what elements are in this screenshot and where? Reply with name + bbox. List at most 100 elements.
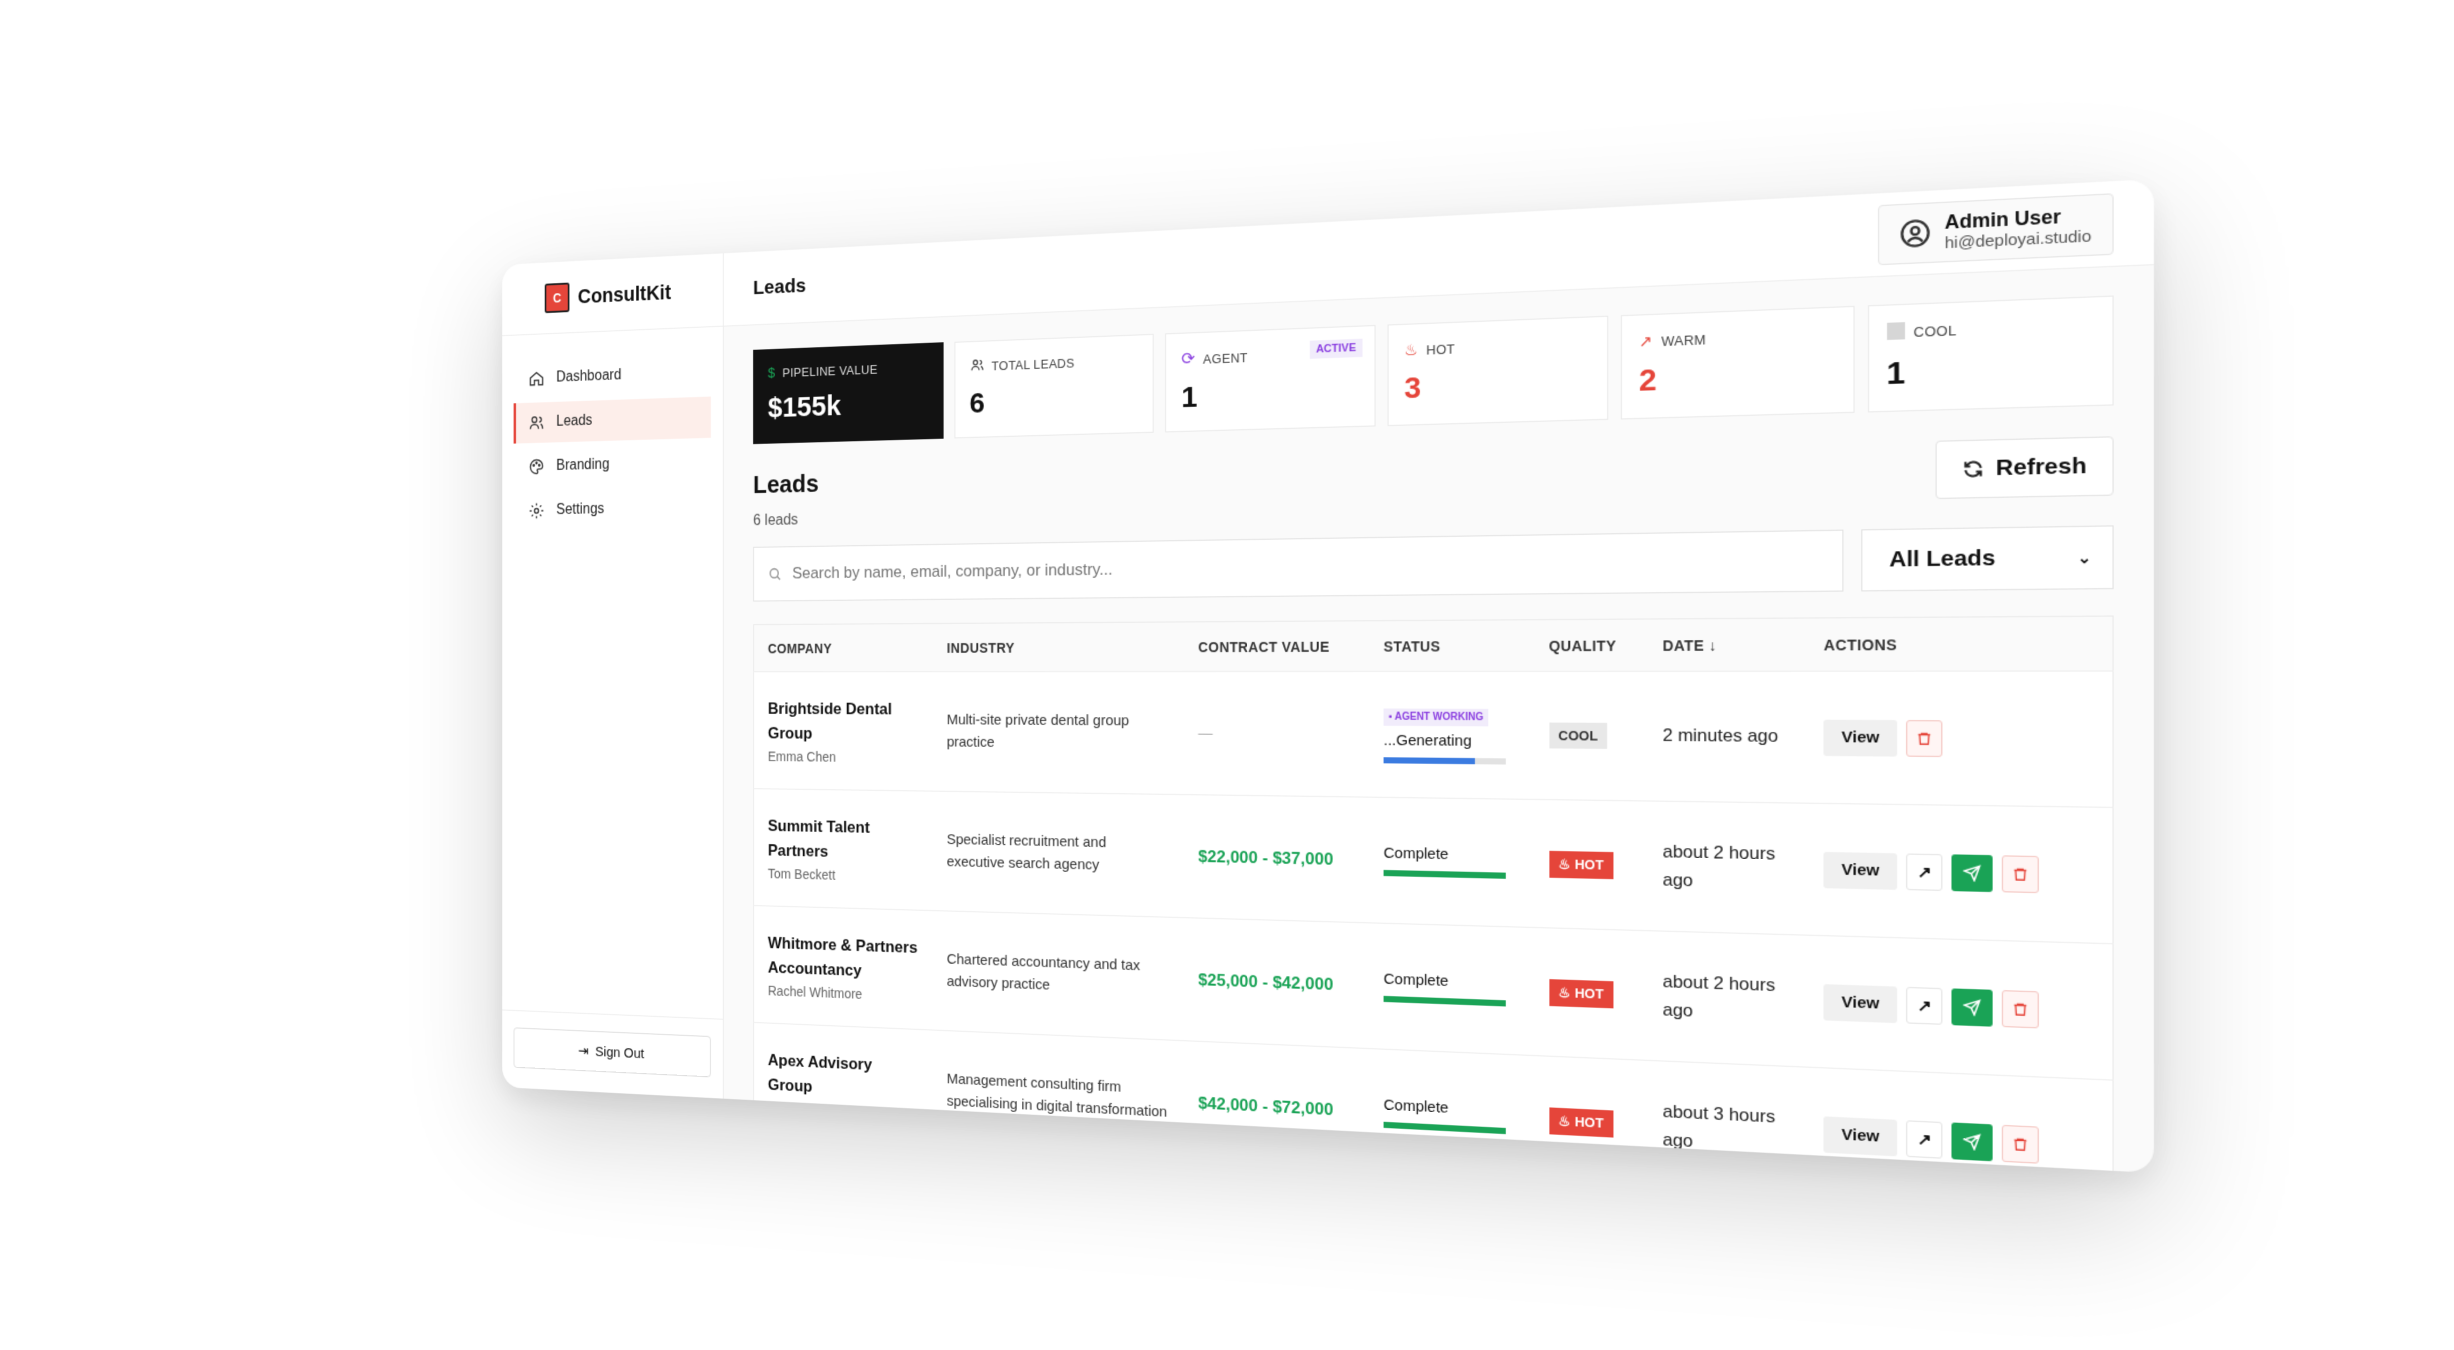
sidebar-item-leads[interactable]: Leads [514, 397, 711, 444]
column-header[interactable]: DATE ↓ [1646, 618, 1807, 671]
lead-count: 6 leads [753, 512, 819, 530]
status-text: Complete [1384, 970, 1516, 992]
stat-label: WARM [1661, 331, 1706, 348]
delete-button[interactable] [2002, 1124, 2039, 1163]
view-button[interactable]: View [1824, 719, 1898, 756]
external-link-button[interactable]: ↗ [1906, 853, 1942, 890]
dollar-icon: $ [768, 365, 776, 381]
industry: Management consulting firm specialising … [947, 1069, 1168, 1124]
search-input[interactable] [792, 550, 1842, 583]
stat-value: 3 [1404, 365, 1590, 406]
company-name: Apex Advisory Group [768, 1048, 918, 1105]
date: about 2 hours ago [1663, 839, 1789, 897]
contact-name: Rachel Whitmore [768, 983, 918, 1004]
sidebar: C ConsultKit Dashboard Leads Branding Setti… [502, 253, 724, 1098]
stat-card-pipeline-value: $ PIPELINE VALUE $155k [753, 342, 943, 444]
logo: C ConsultKit [502, 253, 723, 336]
send-icon [1963, 864, 1981, 882]
external-link-button[interactable]: ↗ [1906, 1120, 1942, 1158]
stat-card-cool: COOL 1 [1867, 296, 2113, 413]
view-button[interactable]: View [1824, 851, 1898, 889]
contract-value: $22,000 - $37,000 [1198, 846, 1333, 868]
stat-label: AGENT [1203, 350, 1248, 367]
user-menu[interactable]: Admin User hi@deployai.studio [1878, 193, 2114, 265]
quality-badge: ♨ HOT [1549, 979, 1613, 1008]
home-icon [528, 369, 544, 388]
sidebar-item-label: Branding [556, 457, 609, 475]
column-header: ACTIONS [1806, 616, 2113, 671]
column-header: STATUS [1368, 620, 1533, 672]
send-icon [1963, 1132, 1981, 1150]
status-text: ...Generating [1384, 731, 1516, 749]
delete-button[interactable] [2002, 990, 2039, 1028]
stat-value: 6 [970, 382, 1138, 421]
stat-card-warm: ↗ WARM 2 [1621, 306, 1854, 420]
users-icon [970, 357, 985, 376]
external-link-icon: ↗ [1917, 1129, 1931, 1149]
agent-working-badge: ▪ AGENT WORKING [1384, 708, 1489, 726]
table-row[interactable]: Brightside Dental Group Emma Chen Multi-s… [754, 671, 2114, 807]
trash-icon [2012, 865, 2028, 883]
external-link-button[interactable]: ↗ [1906, 986, 1942, 1024]
view-button[interactable]: View [1824, 1116, 1898, 1156]
status-text: Complete [1384, 1096, 1516, 1120]
stat-label: COOL [1913, 322, 1956, 340]
lead-filter-value: All Leads [1889, 546, 1995, 573]
content: $ PIPELINE VALUE $155k TOTAL LEADS 6 ⟳ AGENT 1 A… [724, 265, 2154, 1173]
sidebar-item-label: Leads [556, 413, 592, 431]
send-button[interactable] [1952, 854, 1993, 892]
delete-button[interactable] [2002, 855, 2039, 893]
brand-name: ConsultKit [578, 280, 671, 309]
send-button[interactable] [1952, 988, 1993, 1026]
leads-table: COMPANY INDUSTRY CONTRACT VALUE STATUS QUALI… [753, 616, 2114, 1173]
table-body: Brightside Dental Group Emma Chen Multi-s… [754, 671, 2114, 1173]
trend-up-icon: ↗ [1639, 332, 1653, 351]
section-title: Leads [753, 469, 819, 500]
industry: Multi-site private dental group practice [947, 710, 1168, 755]
sidebar-item-dashboard[interactable]: Dashboard [514, 352, 711, 400]
sidebar-item-branding[interactable]: Branding [514, 442, 711, 488]
stat-card-hot: ♨ HOT 3 [1387, 316, 1608, 426]
company-name: Brightside Dental Group [768, 696, 918, 747]
refresh-icon [1962, 458, 1985, 480]
company-name: Whitmore & Partners Accountancy [768, 931, 918, 986]
quality-badge: ♨ HOT [1549, 1107, 1613, 1137]
refresh-button[interactable]: Refresh [1935, 436, 2113, 499]
users-icon [528, 413, 544, 432]
filters: All Leads ⌄ [753, 525, 2114, 601]
refresh-label: Refresh [1996, 453, 2087, 481]
sign-out-icon: ⇥ [578, 1042, 588, 1059]
trash-icon [2012, 1000, 2028, 1018]
active-badge: ACTIVE [1310, 339, 1362, 359]
gear-icon [528, 501, 544, 520]
trash-icon [1917, 729, 1933, 746]
lead-filter-select[interactable]: All Leads ⌄ [1861, 525, 2113, 591]
quality-badge: ♨ HOT [1549, 850, 1613, 878]
cool-square-icon [1886, 322, 1904, 343]
stat-value: 2 [1639, 357, 1835, 399]
logo-mark: C [545, 282, 570, 313]
stat-value: 1 [1181, 375, 1358, 415]
date: 2 minutes ago [1663, 722, 1789, 751]
stat-value: 1 [1886, 349, 2093, 393]
page-title: Leads [753, 274, 806, 299]
stat-value: $155k [768, 387, 928, 425]
leads-section-header: Leads 6 leads Refresh [753, 436, 2114, 530]
sign-out-button[interactable]: ⇥ Sign Out [514, 1027, 711, 1077]
sidebar-item-settings[interactable]: Settings [514, 487, 711, 532]
user-circle-icon [1899, 217, 1931, 249]
stat-label: PIPELINE VALUE [782, 362, 877, 380]
column-header: CONTRACT VALUE [1183, 621, 1368, 672]
stat-label: TOTAL LEADS [991, 356, 1074, 374]
stat-card-agent: ⟳ AGENT 1 ACTIVE [1165, 325, 1375, 432]
search-box [753, 530, 1843, 602]
date: about 2 hours ago [1663, 968, 1789, 1028]
trash-icon [2012, 1135, 2028, 1153]
status-progress-bar [1384, 757, 1506, 764]
send-button[interactable] [1952, 1122, 1993, 1161]
contact-name: Emma Chen [768, 749, 918, 766]
table-header: COMPANY INDUSTRY CONTRACT VALUE STATUS QUALI… [754, 616, 2114, 672]
delete-button[interactable] [1906, 720, 1942, 757]
industry: Specialist recruitment and executive sea… [947, 829, 1168, 878]
view-button[interactable]: View [1824, 984, 1898, 1023]
